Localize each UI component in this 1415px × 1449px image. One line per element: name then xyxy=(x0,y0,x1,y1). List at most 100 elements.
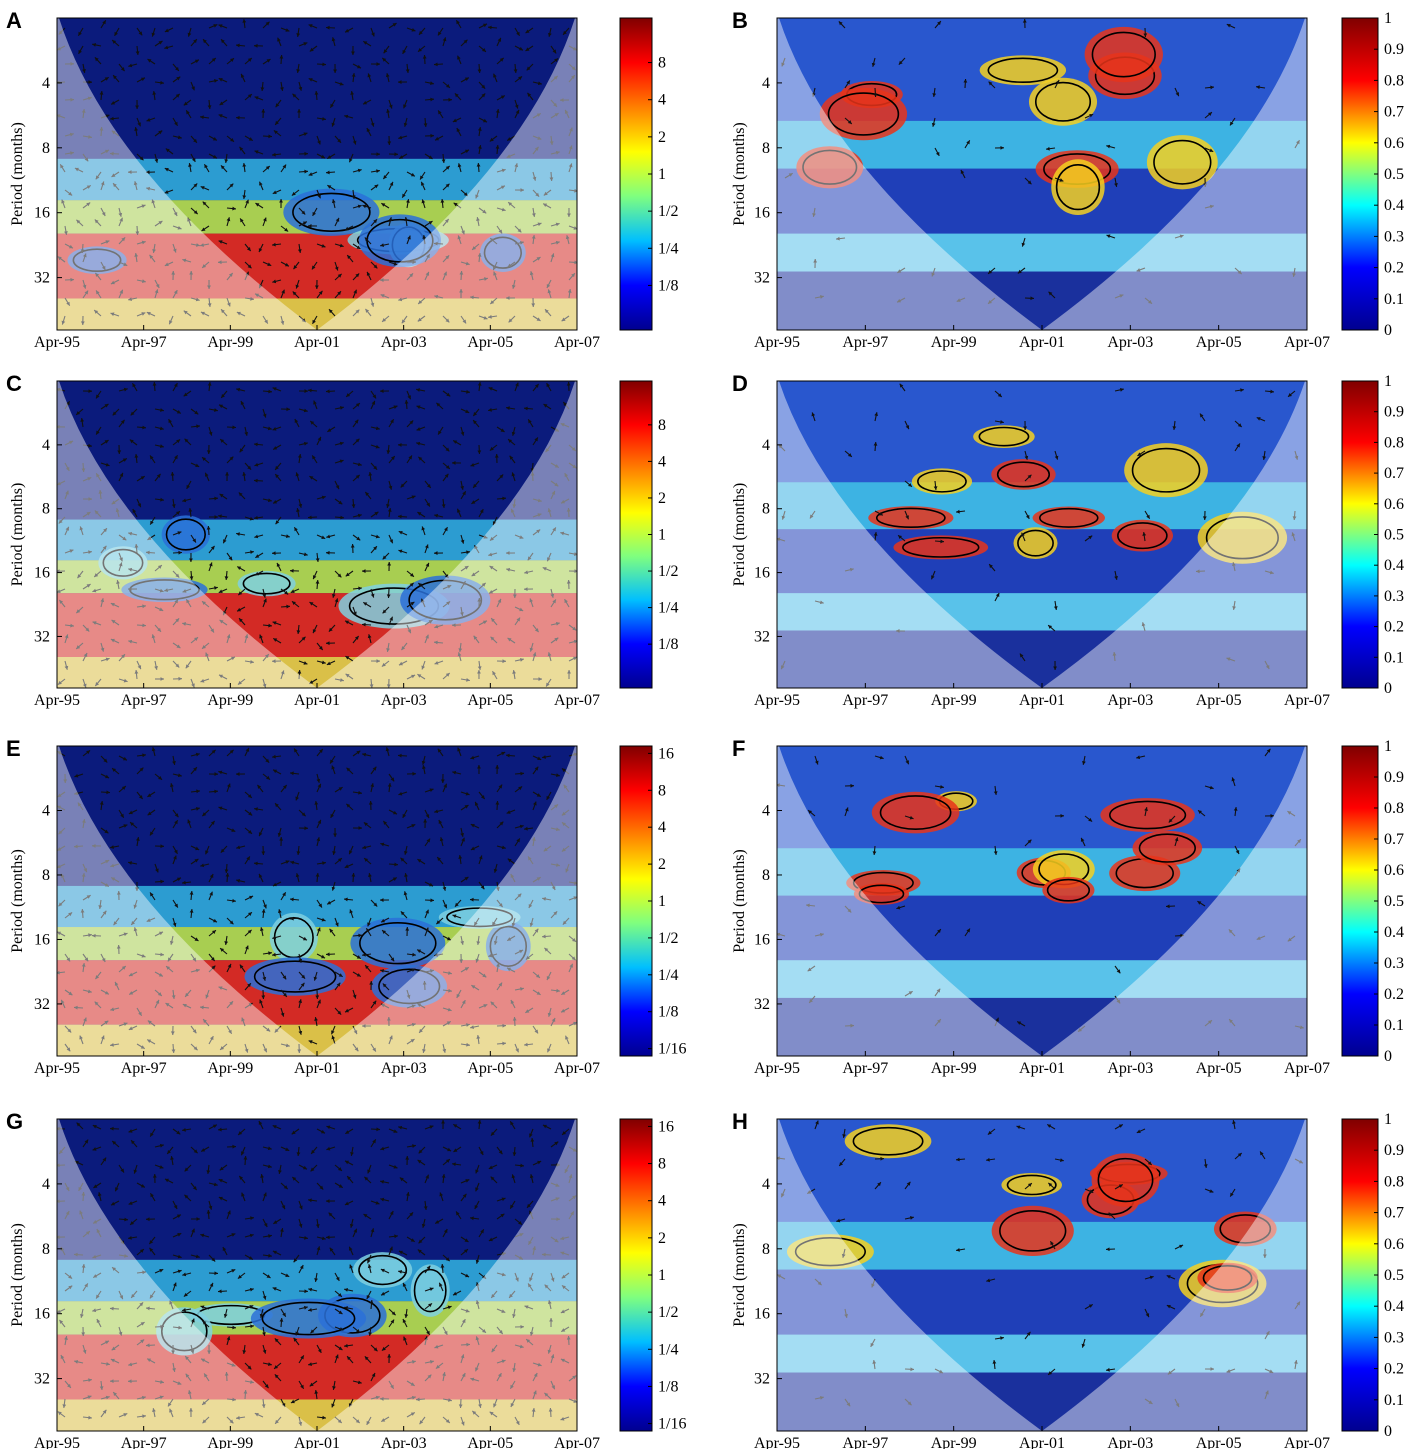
phase-arrow xyxy=(994,420,1004,424)
phase-arrow xyxy=(1234,868,1241,877)
phase-arrow xyxy=(550,45,557,54)
colorbar-tick-label: 16 xyxy=(658,745,674,762)
phase-arrow xyxy=(239,218,246,227)
phase-arrow xyxy=(154,844,165,849)
phase-arrow xyxy=(496,963,500,973)
phase-arrow xyxy=(118,237,126,245)
phase-arrow xyxy=(114,981,120,991)
phase-arrow xyxy=(172,855,177,865)
phase-arrow xyxy=(239,444,246,453)
phase-arrow xyxy=(226,898,236,903)
phase-arrow xyxy=(352,419,359,428)
phase-arrow xyxy=(254,293,264,299)
phase-arrow xyxy=(777,932,786,937)
phase-arrow xyxy=(442,218,450,227)
x-tick-label: Apr-95 xyxy=(754,1060,800,1077)
phase-arrow xyxy=(129,821,138,829)
phase-arrow xyxy=(568,569,577,574)
phase-arrow xyxy=(262,315,269,324)
phase-arrow xyxy=(418,1146,426,1154)
phase-arrow xyxy=(352,243,361,250)
phase-arrow xyxy=(561,821,570,829)
phase-arrow xyxy=(424,809,430,819)
phase-arrow xyxy=(422,1043,426,1053)
phase-arrow xyxy=(94,272,102,281)
phase-arrow xyxy=(349,909,354,919)
phase-arrow xyxy=(398,660,408,666)
phase-arrow xyxy=(57,678,66,686)
phase-arrow xyxy=(380,969,390,973)
phase-arrow xyxy=(478,145,482,155)
heatmap-blob xyxy=(244,957,346,996)
phase-arrow xyxy=(331,1035,336,1045)
phase-arrow xyxy=(568,639,577,644)
phase-arrow xyxy=(561,767,570,775)
phase-arrow xyxy=(398,791,408,796)
y-tick-label: 8 xyxy=(42,867,50,884)
phase-arrow xyxy=(208,929,217,937)
phase-arrow xyxy=(118,562,123,572)
phase-arrow xyxy=(559,98,570,103)
phase-arrow xyxy=(208,24,218,29)
phase-arrow xyxy=(550,462,560,469)
phase-arrow xyxy=(350,91,355,101)
phase-arrow xyxy=(934,147,940,157)
phase-arrow xyxy=(1256,935,1266,941)
phase-arrow xyxy=(524,570,534,575)
colorbar xyxy=(1341,380,1379,689)
phase-arrow xyxy=(403,99,408,109)
phase-arrow xyxy=(471,243,480,251)
phase-arrow xyxy=(812,207,816,217)
significance-contour xyxy=(1017,529,1054,557)
phase-arrow xyxy=(811,412,816,422)
phase-arrow xyxy=(172,382,178,392)
phase-arrow xyxy=(190,1146,198,1154)
phase-arrow xyxy=(208,135,218,141)
phase-arrow xyxy=(131,382,138,392)
phase-arrow xyxy=(423,818,428,829)
phase-arrow xyxy=(352,933,363,938)
phase-arrow xyxy=(331,199,336,209)
phase-arrow xyxy=(128,639,138,644)
phase-arrow xyxy=(182,622,192,626)
phase-arrow xyxy=(496,168,506,173)
phase-arrow xyxy=(904,510,910,520)
phase-arrow xyxy=(259,634,264,644)
phase-arrow xyxy=(254,150,264,155)
phase-arrow xyxy=(895,629,906,633)
phase-arrow xyxy=(367,917,372,927)
phase-arrow xyxy=(566,381,571,392)
phase-arrow xyxy=(544,308,552,317)
phase-arrow xyxy=(64,189,73,196)
phase-arrow xyxy=(514,27,521,37)
significance-contour xyxy=(917,470,967,493)
phase-arrow xyxy=(477,444,482,455)
x-tick-label: Apr-07 xyxy=(554,1060,600,1077)
phase-arrow xyxy=(424,619,433,626)
phase-arrow xyxy=(325,170,336,175)
phase-arrow xyxy=(185,660,192,669)
phase-arrow xyxy=(57,588,66,594)
phase-arrow xyxy=(333,827,337,838)
heatmap-blob xyxy=(1132,830,1203,866)
phase-arrow xyxy=(110,312,120,317)
phase-arrow xyxy=(190,935,199,942)
phase-arrow xyxy=(1204,147,1214,153)
phase-arrow xyxy=(1292,510,1297,521)
phase-arrow xyxy=(416,388,426,392)
phase-arrow xyxy=(298,636,306,644)
phase-arrow xyxy=(386,444,391,455)
phase-arrow xyxy=(57,931,66,937)
phase-arrow xyxy=(110,1042,120,1047)
phase-arrow xyxy=(95,171,102,180)
phase-arrow xyxy=(208,57,217,65)
phase-arrow xyxy=(492,261,498,271)
x-tick-label: Apr-03 xyxy=(1107,334,1153,351)
phase-arrows xyxy=(57,1119,577,1426)
phase-arrow xyxy=(58,516,66,524)
phase-arrow xyxy=(244,296,254,301)
phase-arrow xyxy=(226,135,235,143)
phase-arrow xyxy=(255,202,264,209)
phase-arrow xyxy=(325,641,336,646)
